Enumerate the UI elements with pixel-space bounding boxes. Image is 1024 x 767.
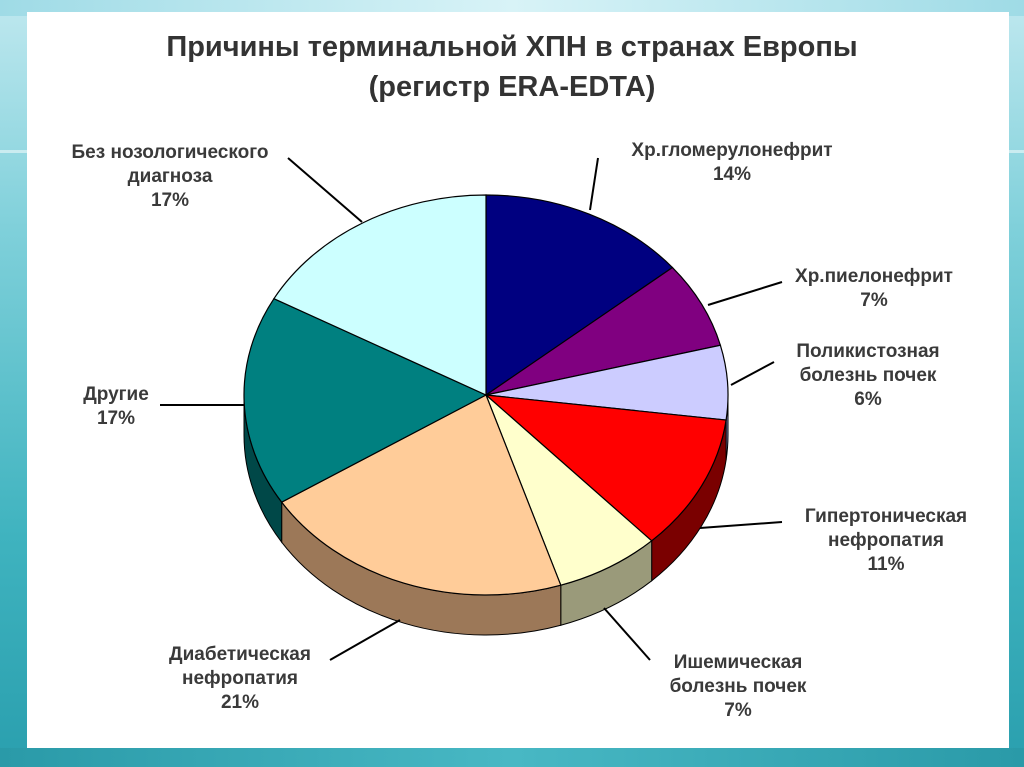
slice-name-label: Ишемическая [674, 652, 803, 673]
pie-slice-без-нозологического-диагноза[interactable] [273, 194, 487, 396]
slice-name-label: Другие [83, 384, 149, 405]
slice-name-label: Без нозологического [72, 142, 269, 163]
pie-slice-гипертоническая-нефропатия[interactable] [484, 394, 727, 542]
leader-line-хр-гломерулонефрит [589, 157, 599, 211]
slice-value-label: 6% [854, 389, 882, 410]
slice-value-label: 7% [860, 290, 888, 311]
leader-line-поликистозная-болезнь-почек [730, 361, 775, 386]
slice-value-label: 17% [97, 408, 135, 429]
slice-value-label: 21% [221, 692, 259, 713]
slice-name-label: диагноза [128, 166, 213, 187]
slice-name-label: Поликистозная [796, 341, 939, 362]
leader-line-диабетическая-нефропатия [329, 619, 401, 661]
slice-value-label: 14% [713, 164, 751, 185]
slice-name-label: болезнь почек [800, 365, 937, 386]
slice-value-label: 7% [724, 700, 752, 721]
slice-name-label: Хр.гломерулонефрит [631, 140, 832, 161]
pie-slice-хр-гломерулонефрит[interactable] [485, 194, 674, 397]
leader-line-без-нозологического-диагноза [287, 157, 363, 223]
slice-name-label: нефропатия [828, 530, 944, 551]
chart-title: Причины терминальной ХПН в странах Европ… [166, 31, 857, 63]
chart-title-group: Причины терминальной ХПН в странах Европ… [166, 31, 857, 103]
leader-line-гипертоническая-нефропатия [699, 521, 783, 529]
leader-line-ишемическая-болезнь-почек [603, 607, 651, 661]
slice-value-label: 17% [151, 190, 189, 211]
pie-slice-другие[interactable] [243, 297, 488, 503]
pie-slice-хр-пиелонефрит[interactable] [485, 266, 722, 396]
pie-slice-ишемическая-болезнь-почек[interactable] [485, 394, 653, 586]
slice-name-label: Гипертоническая [805, 506, 967, 527]
leader-line-group [160, 157, 783, 661]
pie-top-group [243, 194, 729, 596]
slice-name-label: Хр.пиелонефрит [795, 266, 953, 287]
chart-subtitle: (регистр ERA-EDTA) [369, 71, 656, 103]
pie-slice-диабетическая-нефропатия[interactable] [280, 394, 562, 596]
slice-value-label: 11% [868, 554, 905, 575]
slice-name-label: Диабетическая [169, 644, 311, 665]
slice-name-label: болезнь почек [670, 676, 807, 697]
slice-label-group: Хр.гломерулонефрит 14% Хр.пиелонефрит 7% Пол… [72, 140, 968, 721]
slice-name-label: нефропатия [182, 668, 298, 689]
leader-line-хр-пиелонефрит [707, 281, 783, 306]
background-bottom-band [0, 748, 1024, 767]
